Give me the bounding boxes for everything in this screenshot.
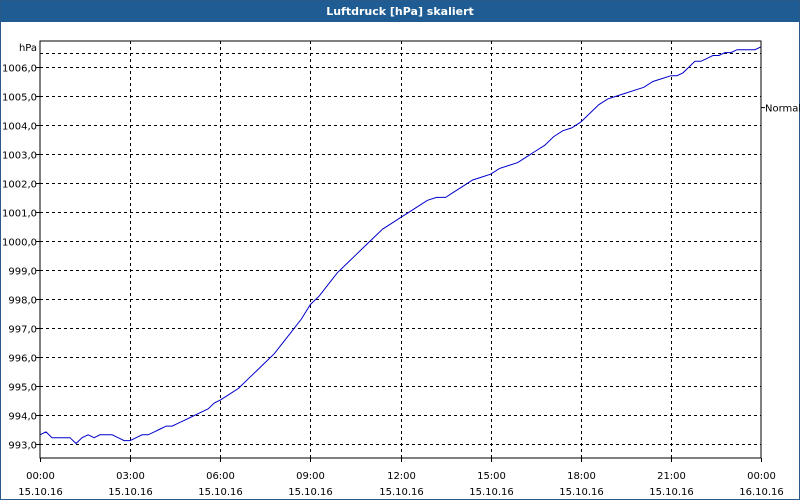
series-layer xyxy=(39,46,762,445)
x-tick-time: 06:00 xyxy=(206,471,235,482)
x-tick-date: 15.10.16 xyxy=(469,487,514,498)
axes: 993,0 994,0 995,0 996,0 997,0 998,0 999,0 1000,… xyxy=(2,40,800,498)
y-tick-label: 1006,0 xyxy=(2,64,37,75)
x-tick-date: 15.10.16 xyxy=(108,487,153,498)
x-tick-date: 15.10.16 xyxy=(559,487,604,498)
grid xyxy=(40,41,761,458)
x-tick-time: 21:00 xyxy=(657,471,686,482)
y-axis-label: hPa xyxy=(19,43,37,54)
y-tick-label: 993,0 xyxy=(8,441,37,452)
x-tick-time: 12:00 xyxy=(387,471,416,482)
window-title: Luftdruck [hPa] skaliert xyxy=(1,1,799,22)
legend-label: Normal xyxy=(765,104,800,115)
x-tick-date: 15.10.16 xyxy=(649,487,694,498)
y-tick-label: 994,0 xyxy=(8,412,37,423)
y-tick-label: 996,0 xyxy=(8,354,37,365)
y-tick-label: 1003,0 xyxy=(2,151,37,162)
y-tick-label: 999,0 xyxy=(8,267,37,278)
y-tick-label: 1000,0 xyxy=(2,238,37,249)
y-tick-label: 998,0 xyxy=(8,296,37,307)
x-tick-time: 03:00 xyxy=(116,471,145,482)
y-tick-label: 997,0 xyxy=(8,325,37,336)
x-tick-time: 00:00 xyxy=(747,471,776,482)
y-tick-label: 995,0 xyxy=(8,383,37,394)
x-tick-time: 09:00 xyxy=(296,471,325,482)
series-line xyxy=(39,46,762,445)
x-tick-date: 16.10.16 xyxy=(739,487,784,498)
x-tick-date: 15.10.16 xyxy=(379,487,424,498)
y-tick-label: 1004,0 xyxy=(2,122,37,133)
x-tick-time: 15:00 xyxy=(477,471,506,482)
y-tick-label: 1002,0 xyxy=(2,180,37,191)
plot-frame xyxy=(39,40,762,459)
y-tick-label: 1005,0 xyxy=(2,93,37,104)
x-tick-date: 15.10.16 xyxy=(288,487,333,498)
x-tick-date: 15.10.16 xyxy=(18,487,63,498)
x-tick-time: 18:00 xyxy=(567,471,596,482)
x-tick-date: 15.10.16 xyxy=(198,487,243,498)
x-tick-time: 00:00 xyxy=(26,471,55,482)
y-tick-label: 1001,0 xyxy=(2,209,37,220)
